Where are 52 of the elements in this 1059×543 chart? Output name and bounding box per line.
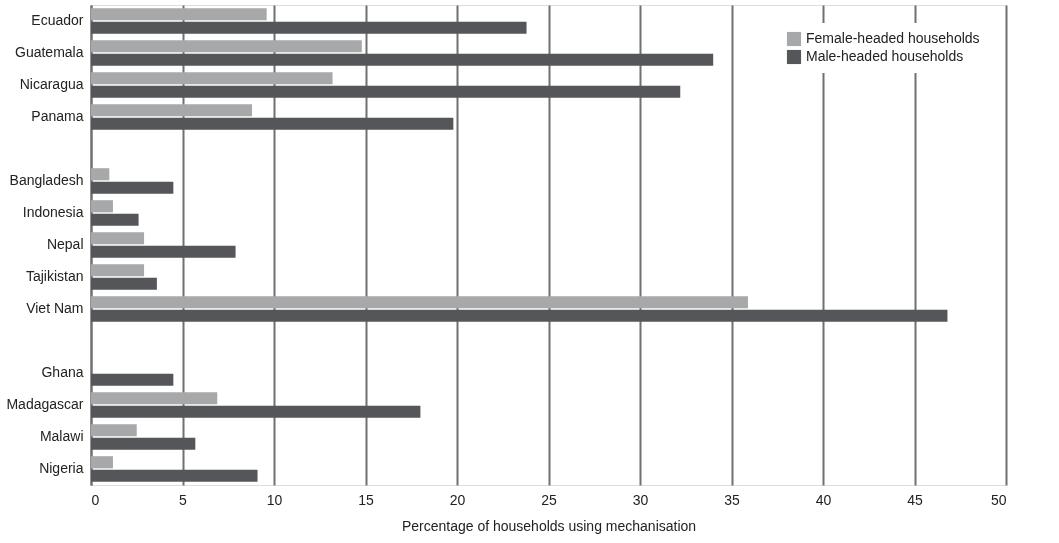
- legend-label: Female-headed households: [806, 30, 980, 46]
- bar: [91, 232, 145, 245]
- bar: [91, 405, 421, 418]
- y-tick-label: Bangladesh: [9, 172, 84, 188]
- bar: [91, 264, 145, 277]
- bar: [91, 373, 174, 386]
- bar: [91, 424, 137, 437]
- x-tick-label: 25: [541, 491, 557, 508]
- bar: [91, 200, 113, 213]
- x-axis-title: Percentage of households using mechanisation: [401, 517, 697, 534]
- y-tick-label: Ecuador: [31, 12, 84, 28]
- y-tick-label: Nicaragua: [19, 76, 84, 92]
- bar: [91, 53, 714, 66]
- y-tick-label: Guatemala: [15, 44, 84, 60]
- y-tick-label: Ghana: [41, 364, 84, 380]
- bar: [91, 21, 527, 34]
- bar: [91, 213, 139, 226]
- x-tick-label: 40: [815, 491, 832, 508]
- y-tick-label: Tajikistan: [25, 268, 84, 284]
- bar: [91, 72, 333, 85]
- x-tick-label: 45: [907, 491, 923, 508]
- x-tick-label: 30: [632, 491, 649, 508]
- x-tick-label: 0: [91, 491, 100, 508]
- bar: [91, 392, 218, 405]
- y-tick-label: Indonesia: [22, 204, 84, 220]
- x-tick-label: 20: [449, 491, 466, 508]
- bar: [91, 8, 267, 21]
- bar: [91, 104, 253, 117]
- bar: [91, 456, 113, 469]
- bar: [91, 469, 258, 482]
- x-tick-label: 10: [266, 491, 283, 508]
- bar: [91, 85, 681, 98]
- x-tick-label: 50: [990, 491, 1007, 508]
- y-tick-label: Malawi: [39, 428, 84, 444]
- y-tick-label: Panama: [31, 108, 84, 124]
- bar: [91, 437, 196, 450]
- y-tick-label: Nepal: [46, 236, 84, 252]
- y-tick-label: Viet Nam: [26, 300, 84, 316]
- bar: [91, 117, 454, 130]
- bar: [91, 168, 110, 181]
- y-tick-label: Madagascar: [6, 396, 84, 412]
- bar: [91, 181, 174, 194]
- x-tick-label: 5: [179, 491, 188, 508]
- bar: [91, 40, 362, 53]
- x-tick-label: 15: [358, 491, 374, 508]
- bar: [91, 245, 236, 258]
- bar: [91, 296, 748, 309]
- x-tick-label: 35: [724, 491, 740, 508]
- y-tick-label: Nigeria: [39, 460, 84, 476]
- legend-label: Male-headed households: [806, 48, 964, 64]
- bar: [91, 277, 157, 290]
- bar: [91, 309, 948, 322]
